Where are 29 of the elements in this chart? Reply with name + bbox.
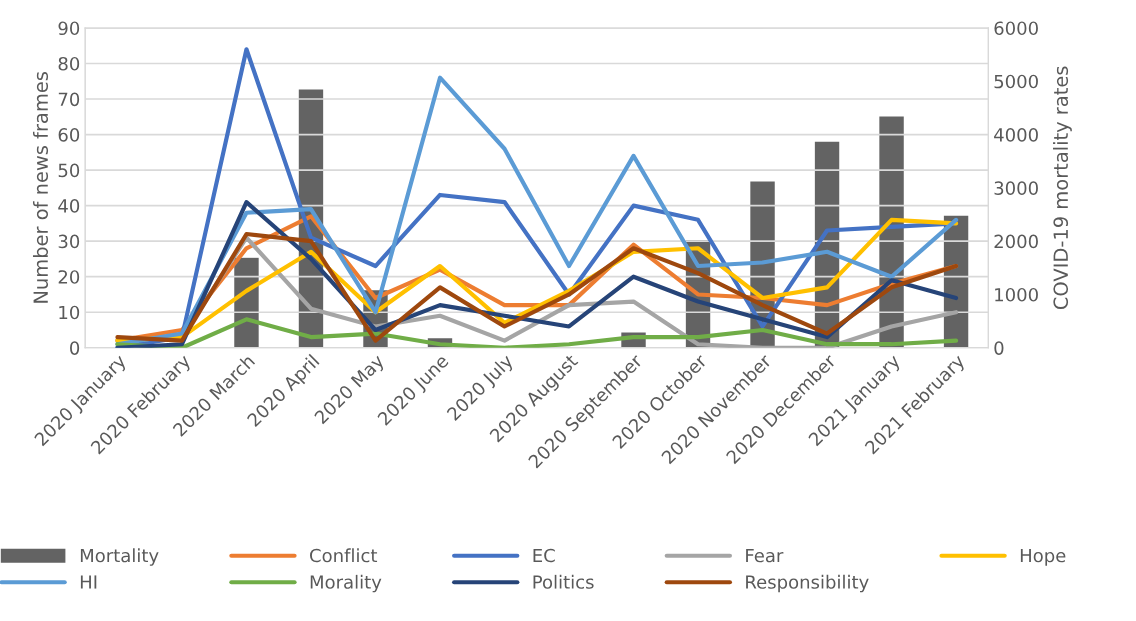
y-tick-label: 10 [59, 305, 80, 320]
y2-tick-label: 1000 [995, 287, 1038, 302]
legend-label: Hope [1020, 548, 1066, 566]
legend-label: Politics [533, 574, 594, 589]
legend-label: Responsibility [746, 574, 869, 593]
y-tick-label: 0 [70, 341, 80, 355]
y-tick-label: 60 [58, 128, 80, 142]
y-tick-label: 80 [58, 56, 80, 71]
y-tick-label: 50 [58, 163, 80, 178]
y2-tick-label: 2000 [994, 234, 1038, 249]
legend-label: Fear [746, 548, 784, 563]
y-tick-label: 90 [58, 21, 80, 36]
legend-label: Mortality [80, 548, 159, 566]
y-axis-title: Number of news frames [32, 72, 49, 303]
y2-tick-label: 0 [994, 341, 1004, 355]
y-tick-label: 20 [58, 270, 80, 284]
y2-tick-label: 4000 [994, 128, 1038, 142]
legend-label: Conflict [310, 548, 378, 563]
y2-tick-label: 5000 [994, 74, 1038, 89]
y-tick-label: 70 [58, 92, 80, 107]
y-tick-label: 40 [58, 199, 80, 213]
y-tick-label: 30 [58, 234, 80, 249]
legend-label: EC [533, 548, 555, 563]
line-series [115, 317, 959, 348]
legend-label: HI [80, 575, 97, 589]
y2-axis-title: COVID-19 mortality rates [1053, 66, 1072, 310]
y2-tick-label: 3000 [994, 181, 1038, 195]
legend-label: Morality [310, 574, 382, 593]
y2-tick-label: 6000 [994, 21, 1038, 36]
